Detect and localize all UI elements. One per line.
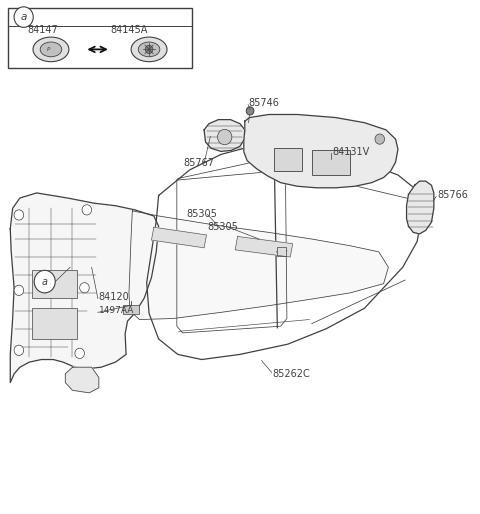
Polygon shape xyxy=(407,181,434,234)
Text: 84120: 84120 xyxy=(99,292,130,302)
Text: 85305: 85305 xyxy=(207,222,239,232)
Text: P: P xyxy=(47,47,50,52)
Circle shape xyxy=(14,210,24,220)
Circle shape xyxy=(375,134,384,144)
Circle shape xyxy=(246,107,254,115)
Bar xyxy=(277,247,286,256)
Polygon shape xyxy=(204,120,245,152)
Text: 84145A: 84145A xyxy=(111,25,148,35)
Bar xyxy=(32,308,77,339)
Text: a: a xyxy=(42,277,48,287)
Polygon shape xyxy=(235,236,293,257)
Polygon shape xyxy=(10,193,158,382)
Circle shape xyxy=(217,130,232,145)
Text: 1497AA: 1497AA xyxy=(99,306,134,315)
Text: a: a xyxy=(21,12,27,22)
Circle shape xyxy=(145,45,153,53)
Circle shape xyxy=(75,348,84,358)
Ellipse shape xyxy=(138,42,160,57)
Bar xyxy=(8,8,192,68)
Polygon shape xyxy=(152,227,206,248)
Circle shape xyxy=(14,7,33,27)
Circle shape xyxy=(14,285,24,296)
Text: 85766: 85766 xyxy=(437,191,468,200)
Text: 85767: 85767 xyxy=(183,158,215,168)
Polygon shape xyxy=(244,115,398,188)
Bar xyxy=(312,151,350,175)
Polygon shape xyxy=(65,367,99,393)
Text: 85305: 85305 xyxy=(186,209,217,219)
Bar xyxy=(32,270,77,298)
Text: 85746: 85746 xyxy=(248,98,279,108)
Circle shape xyxy=(14,345,24,355)
Text: 85262C: 85262C xyxy=(273,369,310,379)
Bar xyxy=(123,305,140,315)
Ellipse shape xyxy=(33,37,69,62)
Ellipse shape xyxy=(131,37,167,62)
Circle shape xyxy=(34,270,55,293)
Circle shape xyxy=(82,205,92,215)
Text: 84131V: 84131V xyxy=(332,147,369,157)
Text: 84147: 84147 xyxy=(27,25,58,35)
Circle shape xyxy=(80,283,89,293)
Bar xyxy=(274,148,302,171)
Polygon shape xyxy=(129,211,388,320)
Ellipse shape xyxy=(40,42,62,57)
